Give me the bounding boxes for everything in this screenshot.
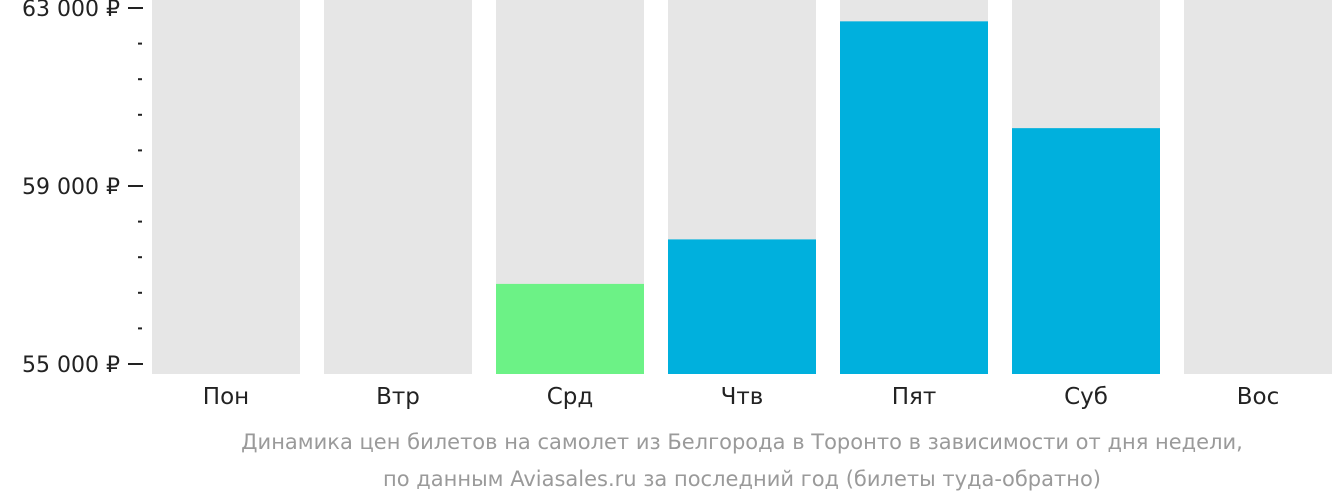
price-chart: 63 000 ₽ 59 000 ₽ 55 000 ₽ Пон Втр Срд Чтв Пят… <box>22 0 1332 410</box>
y-axis: 63 000 ₽ 59 000 ₽ 55 000 ₽ <box>22 0 143 378</box>
y-tick-label: 59 000 ₽ <box>22 175 120 200</box>
x-axis: Пон Втр Срд Чтв Пят Суб Вос <box>203 384 1279 410</box>
x-tick-label: Пят <box>892 384 937 410</box>
bar-3 <box>496 283 644 374</box>
y-tick-label: 63 000 ₽ <box>22 0 120 22</box>
bar-background-1 <box>152 0 300 374</box>
bar-5 <box>840 21 988 374</box>
bar-background-2 <box>324 0 472 374</box>
bar-background-7 <box>1184 0 1332 374</box>
x-tick-label: Вос <box>1237 384 1280 410</box>
y-tick-label: 55 000 ₽ <box>22 353 120 378</box>
x-tick-label: Чтв <box>721 384 764 410</box>
x-tick-label: Срд <box>547 384 594 410</box>
x-tick-label: Втр <box>376 384 420 410</box>
x-tick-label: Суб <box>1064 384 1108 410</box>
bar-4 <box>668 239 816 374</box>
chart-caption-line-2: по данным Aviasales.ru за последний год … <box>383 467 1101 491</box>
x-tick-label: Пон <box>203 384 249 410</box>
bar-6 <box>1012 128 1160 374</box>
data-bars <box>496 21 1160 374</box>
chart-caption-line-1: Динамика цен билетов на самолет из Белго… <box>241 430 1243 454</box>
